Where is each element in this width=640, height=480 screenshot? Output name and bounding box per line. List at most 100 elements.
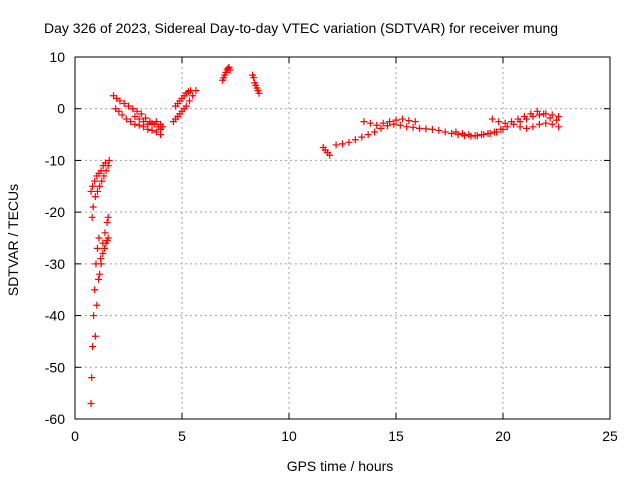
data-point <box>122 115 130 123</box>
x-tick-label: 5 <box>178 428 186 444</box>
data-point <box>250 74 258 82</box>
data-point <box>488 115 496 123</box>
data-point <box>89 343 97 351</box>
y-tick-label: -40 <box>45 308 65 324</box>
data-point <box>116 97 124 105</box>
data-point <box>187 87 195 95</box>
data-point <box>95 234 103 242</box>
data-point <box>118 111 126 119</box>
data-point <box>441 128 449 136</box>
data-point <box>371 128 379 136</box>
y-tick-label: -30 <box>45 256 65 272</box>
series-arc-5 <box>219 63 234 84</box>
series-arc-1c <box>96 234 112 278</box>
data-point <box>104 234 112 242</box>
data-point <box>144 120 152 128</box>
data-point <box>142 114 150 122</box>
data-point <box>120 100 128 108</box>
data-point <box>405 117 413 125</box>
data-point <box>416 124 424 132</box>
y-tick-label: -60 <box>45 411 65 427</box>
data-point <box>435 126 443 134</box>
data-point <box>182 102 190 110</box>
series-arc-3c <box>131 112 167 131</box>
data-point <box>555 112 563 120</box>
data-point <box>148 119 156 127</box>
data-point <box>96 270 104 278</box>
data-point <box>88 213 96 221</box>
data-point <box>152 118 160 126</box>
series-arc-7 <box>319 144 334 159</box>
data-point <box>516 123 524 131</box>
data-point <box>100 172 108 180</box>
data-point <box>490 128 498 136</box>
data-point <box>93 301 101 309</box>
data-point <box>529 123 537 131</box>
x-tick-label: 10 <box>281 428 297 444</box>
data-point <box>514 115 522 123</box>
data-point <box>555 123 563 131</box>
data-point <box>364 131 372 139</box>
data-point <box>398 115 406 123</box>
data-point <box>535 111 543 119</box>
data-point <box>546 114 554 122</box>
data-point <box>409 123 417 131</box>
data-point <box>255 89 263 97</box>
data-point <box>131 120 139 128</box>
data-point <box>520 112 528 120</box>
data-point <box>131 112 139 120</box>
data-point <box>97 260 105 268</box>
x-tick-label: 0 <box>71 428 79 444</box>
data-point <box>90 312 98 320</box>
data-point <box>339 140 346 148</box>
data-point <box>373 121 381 129</box>
data-point <box>422 125 430 133</box>
series-arc-9b <box>488 107 560 127</box>
data-point <box>91 332 99 340</box>
data-point <box>383 122 391 130</box>
data-point <box>345 138 353 146</box>
data-point <box>133 107 141 115</box>
data-point <box>88 374 96 382</box>
data-point <box>226 66 234 74</box>
data-point <box>542 119 550 127</box>
data-point <box>93 244 101 252</box>
data-point <box>101 229 109 237</box>
data-point <box>95 275 103 283</box>
data-point <box>185 97 193 105</box>
data-point <box>495 118 503 126</box>
data-point <box>97 167 105 175</box>
data-point <box>535 120 543 128</box>
data-point <box>527 110 535 118</box>
data-point <box>411 118 419 126</box>
data-point <box>101 244 109 252</box>
data-point <box>396 121 404 129</box>
data-point <box>159 123 167 131</box>
data-point <box>104 213 112 221</box>
series-arc-4 <box>169 87 200 126</box>
data-point <box>497 125 505 133</box>
data-point <box>379 119 387 127</box>
data-point <box>115 107 123 115</box>
data-point <box>189 92 197 100</box>
data-point <box>332 141 340 149</box>
x-tick-label: 15 <box>388 428 404 444</box>
y-axis-label: SDTVAR / TECUs <box>5 184 21 296</box>
series-arc-4b <box>172 87 195 110</box>
data-point <box>360 118 368 126</box>
data-point <box>448 130 456 138</box>
y-tick-label: -10 <box>45 152 65 168</box>
y-tick-label: 10 <box>49 49 65 65</box>
series-arc-3 <box>110 92 165 133</box>
data-point <box>403 123 411 131</box>
data-point <box>135 115 143 123</box>
data-point <box>358 133 366 141</box>
data-point <box>458 130 466 138</box>
data-point <box>105 156 113 164</box>
data-point <box>392 116 400 124</box>
y-tick-label: -50 <box>45 359 65 375</box>
data-point <box>553 116 560 124</box>
axis-ticks: 0 5 10 15 20 25 10 0 -10 -20 -30 -40 -50 -60 <box>45 49 618 444</box>
data-point <box>137 110 145 118</box>
